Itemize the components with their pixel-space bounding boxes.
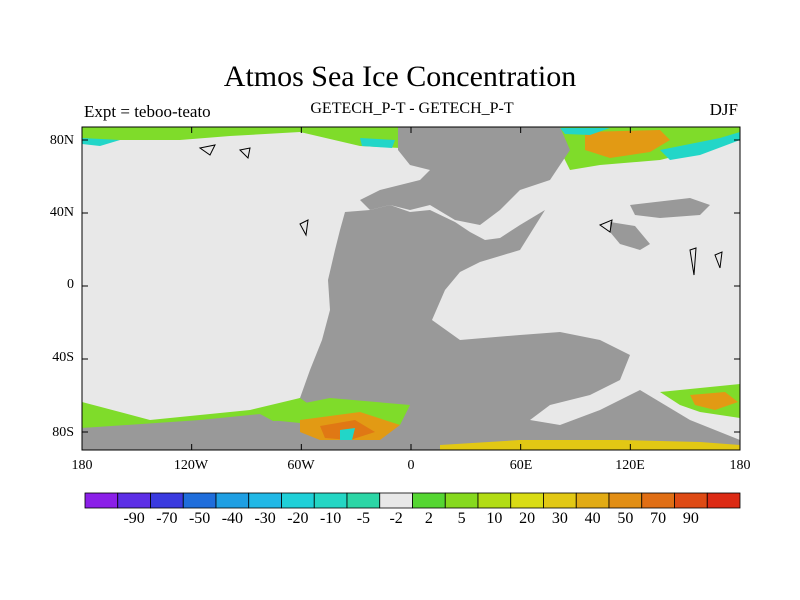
- ice-arctic-cyan-left: [82, 138, 120, 146]
- ice-south-bottom: [440, 440, 740, 450]
- colorbar-label: 2: [424, 510, 433, 527]
- lon-label-120e: 120E: [615, 458, 645, 473]
- colorbar-label: 40: [584, 510, 601, 527]
- land-east-island: [610, 222, 650, 250]
- lon-label-60e: 60E: [509, 458, 533, 473]
- colorbar-swatch: [543, 492, 577, 509]
- ice-south-east-core: [690, 392, 738, 410]
- axis-ticks: [81, 127, 741, 450]
- land-pangea: [82, 205, 740, 450]
- colorbar-label: 70: [650, 510, 667, 527]
- colorbar-label: -30: [254, 510, 276, 527]
- colorbar-label: 90: [682, 510, 699, 527]
- colorbar-label: 50: [617, 510, 634, 527]
- lon-label-120w: 120W: [173, 458, 209, 473]
- experiment-label: Expt = teboo-teato: [84, 102, 211, 121]
- ice-arctic-east-cyan-2: [560, 128, 610, 135]
- colorbar-label: -20: [287, 510, 309, 527]
- land-south-strip: [82, 414, 300, 445]
- ice-arctic-band: [82, 127, 400, 148]
- colorbar-swatch: [117, 492, 151, 509]
- colorbar-label: -70: [156, 510, 178, 527]
- lat-label-80s: 80S: [52, 425, 74, 440]
- colorbar-label: -90: [123, 510, 145, 527]
- colorbar-label: -2: [389, 510, 403, 527]
- ice-south-cyan: [340, 428, 355, 440]
- colorbar-swatch: [444, 492, 479, 509]
- colorbar-label: 5: [457, 510, 466, 527]
- colorbar-label: -5: [356, 510, 371, 527]
- colorbar-label: 10: [486, 510, 503, 527]
- colorbar-swatch: [150, 492, 184, 509]
- season-label: DJF: [709, 100, 738, 119]
- colorbar-swatch: [510, 492, 544, 509]
- ice-arctic-cyan-mid: [360, 138, 395, 148]
- colorbar-swatch: [281, 492, 315, 509]
- ice-arctic-east-core: [585, 130, 670, 158]
- plot-title: Atmos Sea Ice Concentration: [223, 60, 577, 93]
- colorbar-swatch: [674, 492, 708, 509]
- colorbar-swatch: [412, 492, 446, 509]
- land-northeast-strip: [630, 198, 710, 218]
- colorbar-swatch: [575, 492, 610, 509]
- colorbar-label: 20: [519, 510, 536, 527]
- land-north-eurasia: [360, 127, 570, 225]
- colorbar-swatch: [706, 492, 741, 509]
- colorbar-swatch: [608, 492, 643, 509]
- island-outlines: [198, 144, 723, 276]
- lat-label-40n: 40N: [49, 205, 74, 220]
- colorbar-swatch: [215, 492, 250, 509]
- colorbar-label: -10: [319, 510, 342, 527]
- subtitle-label: GETECH_P-T - GETECH_P-T: [310, 100, 514, 117]
- colorbar-label: -50: [188, 510, 211, 527]
- lon-label-0: 0: [407, 458, 415, 473]
- colorbar-label: -40: [221, 510, 244, 527]
- colorbar-swatch: [477, 492, 512, 509]
- lat-label-0: 0: [67, 277, 74, 292]
- colorbar-swatch: [641, 492, 675, 509]
- lon-label-60w: 60W: [287, 458, 315, 473]
- colorbar-swatch: [182, 492, 217, 509]
- colorbar-swatch: [84, 492, 119, 509]
- lat-label-40s: 40S: [52, 350, 74, 365]
- colorbar-swatch: [379, 492, 413, 509]
- ice-arctic-east-cyan: [660, 132, 740, 160]
- colorbar: [84, 492, 741, 509]
- colorbar-swatch: [313, 492, 348, 509]
- lon-label-180-right: 180: [729, 458, 751, 473]
- colorbar-label: 30: [551, 510, 568, 527]
- colorbar-swatch: [346, 492, 381, 509]
- lat-label-80n: 80N: [49, 133, 74, 148]
- lon-label-180-left: 180: [71, 458, 93, 473]
- colorbar-swatch: [248, 492, 282, 509]
